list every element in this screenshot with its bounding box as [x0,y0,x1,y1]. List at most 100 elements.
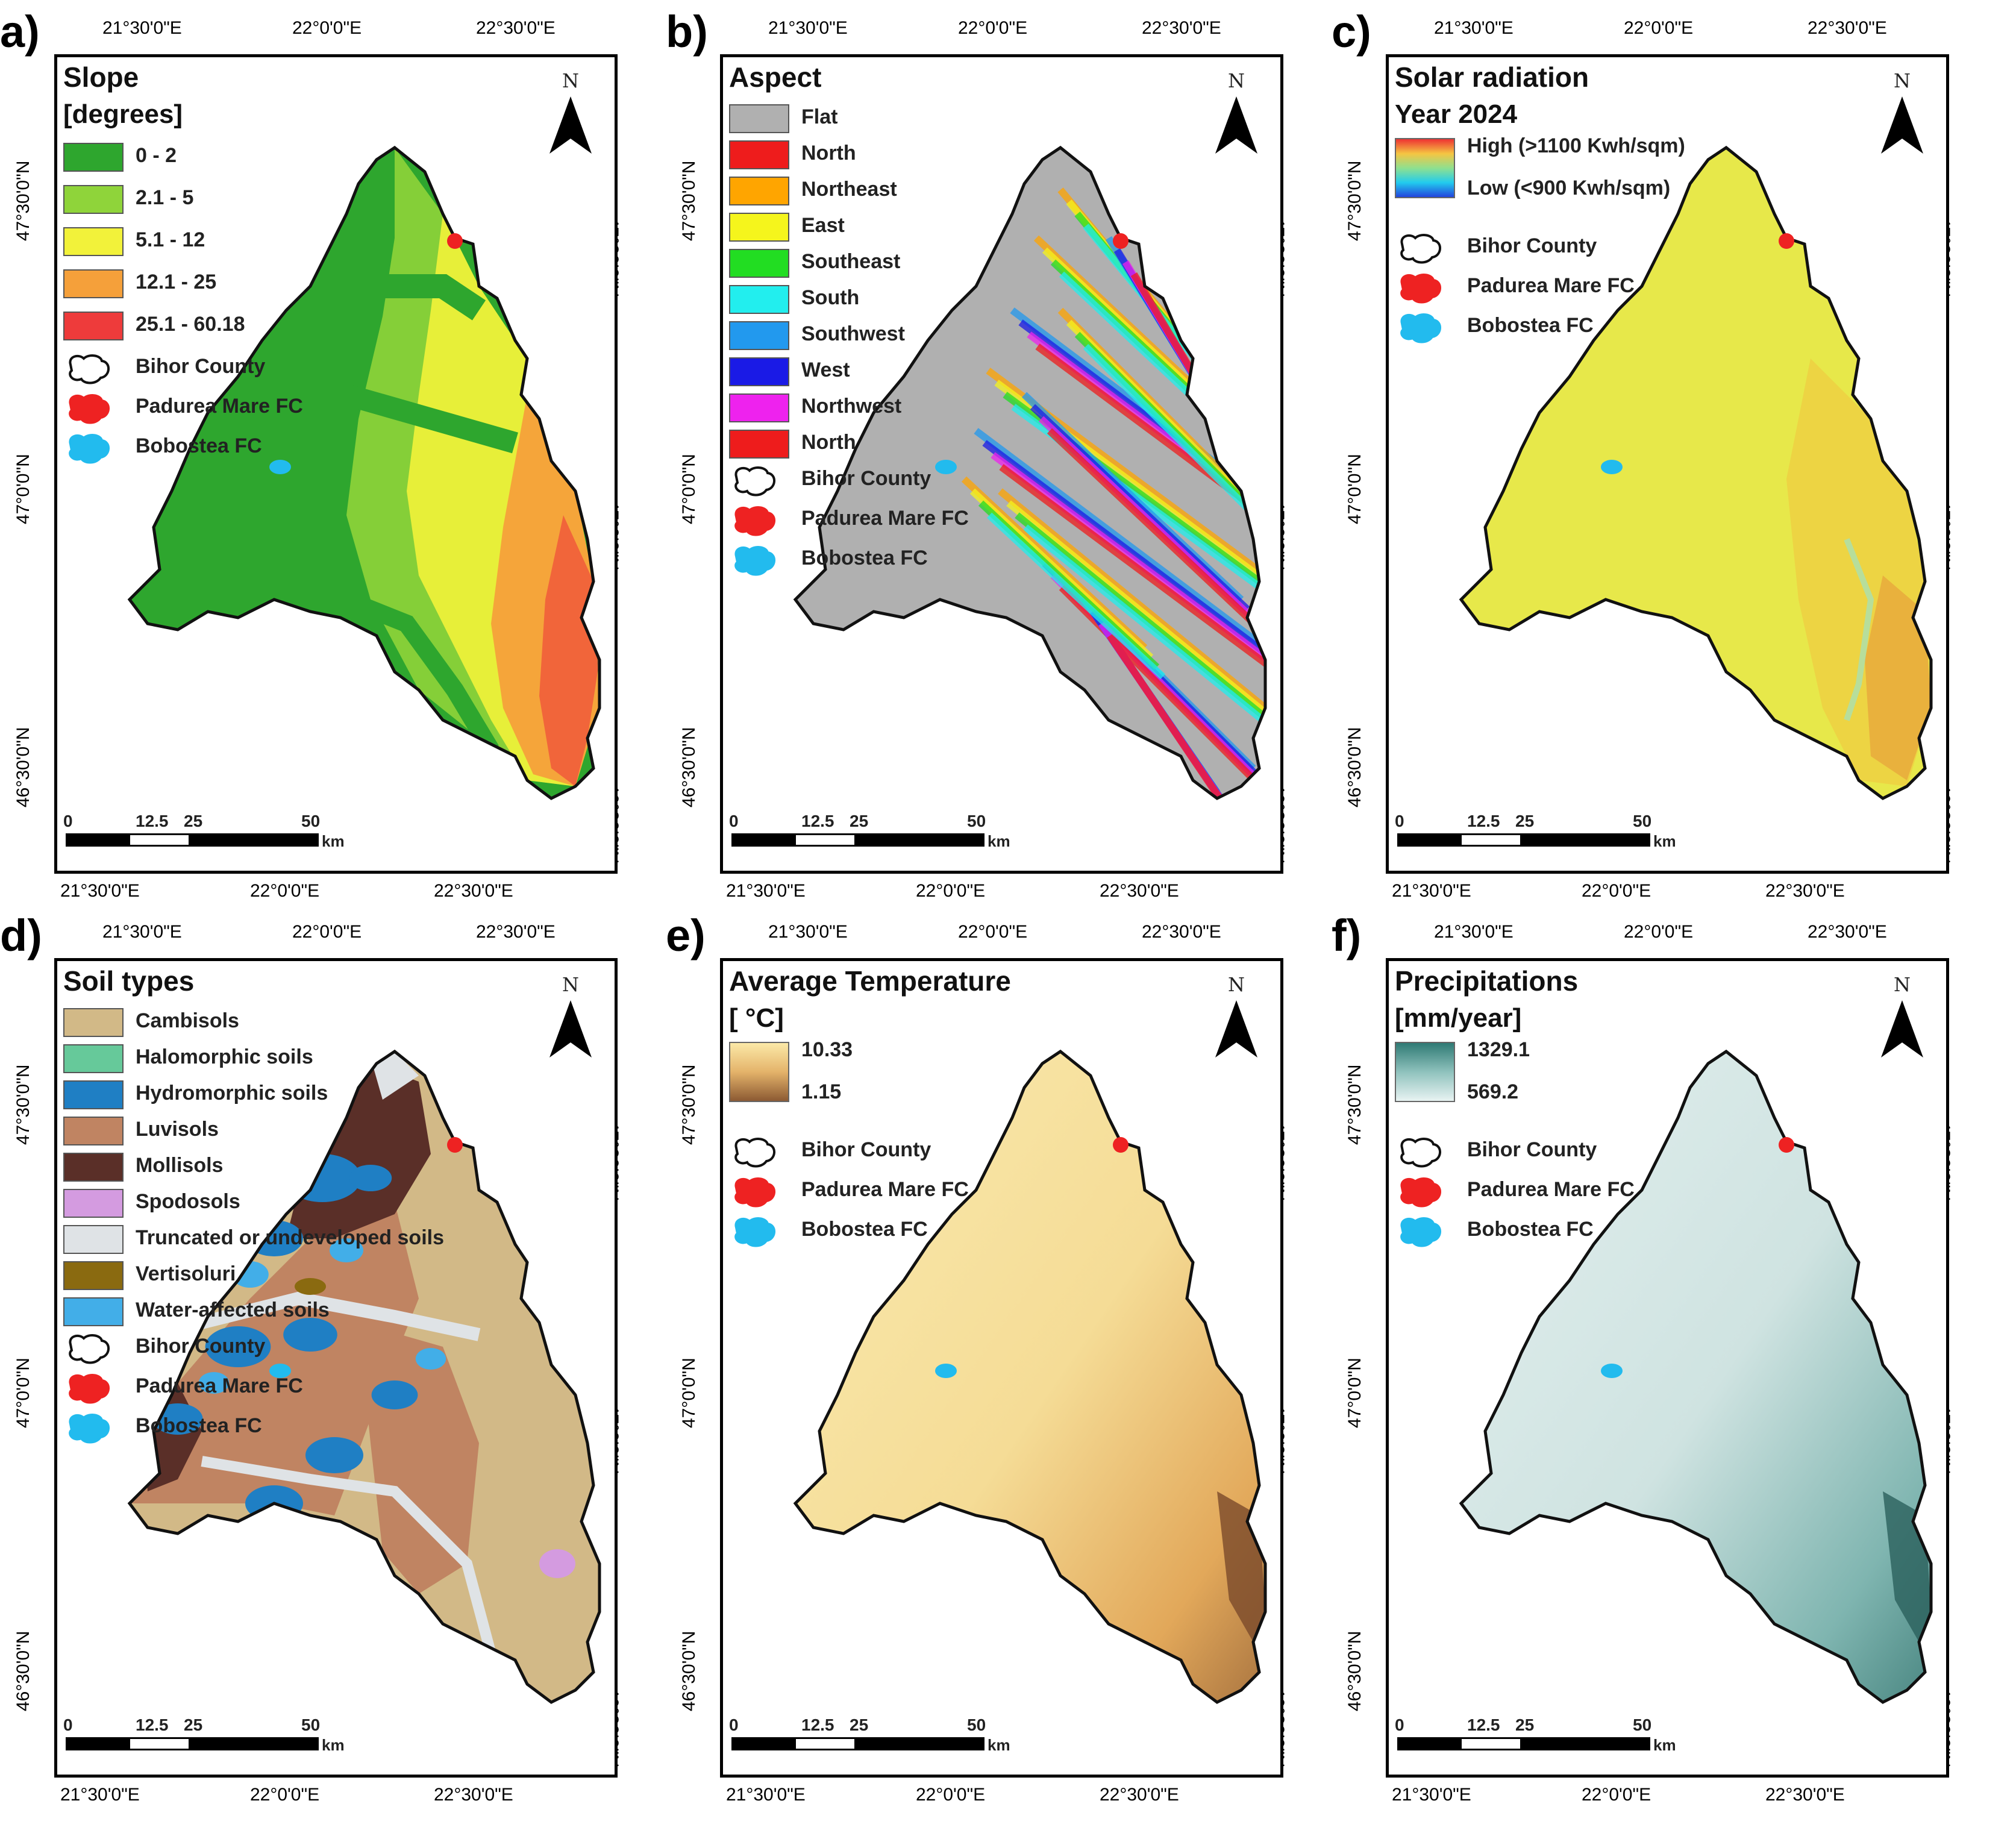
legend-label: Luvisols [136,1118,219,1141]
scale-label: 50 [967,812,986,830]
longitude-tick-bottom: 22°30'0"E [1100,881,1179,901]
longitude-tick-bottom: 21°30'0"E [60,881,140,901]
legend-label: Padurea Mare FC [136,1374,303,1397]
map-panel-precipitation: f) 21°30'0"E 21°30'0"E 22°0'0"E 22°0'0"E 22°3… [1332,904,1953,1805]
legend-label: Bihor County [801,1138,931,1161]
padurea-legend-icon [1397,1176,1445,1212]
map-subtitle: [mm/year] [1395,1003,1522,1033]
scale-label: 25 [1515,1716,1535,1734]
scale-label: 12.5 [136,1716,169,1734]
legend-label: Bobostea FC [801,1218,928,1241]
legend-label: Spodosols [136,1190,240,1213]
scale-segment [1520,1737,1650,1750]
north-label: N [1894,973,1911,996]
gradient-high-label: 10.33 [801,1038,853,1061]
bobostea-fc-marker [935,1364,957,1378]
legend-label: West [801,359,850,381]
latitude-tick-left: 46°30'0"N [1345,1631,1365,1711]
padurea-legend-icon [66,392,114,429]
legend-swatch [729,140,789,169]
padurea-mare-fc-marker [1113,1137,1129,1153]
longitude-tick-bottom: 22°30'0"E [434,1785,513,1805]
legend-label: Flat [801,105,838,128]
legend-label: Padurea Mare FC [1467,1178,1635,1201]
panel-letter: b) [666,7,708,57]
bobostea-legend-icon [66,1412,114,1449]
legend-label: Bobostea FC [801,547,928,569]
map-frame: Slope [degrees] 0 - 2 2.1 - 5 5.1 - 12 12.1 -… [54,54,618,874]
map-title: Aspect [729,61,822,93]
scale-segment [854,833,985,847]
longitude-tick-top: 22°30'0"E [476,18,556,38]
longitude-tick-top: 22°30'0"E [1808,18,1887,38]
scale-label: 0 [729,812,739,830]
legend-swatch [63,1189,124,1218]
padurea-mare-fc-marker [1779,233,1794,249]
scale-label: 12.5 [1467,812,1500,830]
scale-label: 25 [184,812,203,830]
scale-label: 50 [967,1716,986,1734]
map-raster [127,145,601,800]
scale-segment [128,833,191,847]
scale-label: 0 [63,812,73,830]
map-raster [1459,1049,1933,1704]
north-arrow-icon: N [1209,69,1263,160]
scale-unit: km [322,1736,345,1754]
gradient-low-label: 569.2 [1467,1080,1519,1103]
legend-label: Cambisols [136,1009,239,1032]
map-raster [793,145,1267,800]
map-legend: High (>1100 Kwh/sqm) Low (<900 Kwh/sqm) Bi… [1395,134,1685,348]
bobostea-legend-icon [66,432,114,469]
scale-segment [794,1737,857,1750]
legend-label: Bobostea FC [1467,1218,1594,1241]
county-legend-icon [1397,1136,1445,1173]
scale-label: 25 [184,1716,203,1734]
map-raster [127,1049,601,1704]
map-frame: Precipitations [mm/year] 1329.1 569.2 Bihor … [1386,958,1949,1778]
scale-label: 50 [301,812,321,830]
legend-swatch [729,104,789,133]
gradient-high-label: 1329.1 [1467,1038,1530,1061]
legend-item: Bihor County [1395,228,1597,269]
county-legend-icon [1397,232,1445,269]
longitude-tick-top: 22°30'0"E [1808,922,1887,942]
north-label: N [1228,69,1245,92]
legend-swatch [63,1153,124,1182]
gradient-bar [1395,1042,1455,1102]
longitude-tick-top: 22°30'0"E [1142,922,1221,942]
longitude-tick-bottom: 21°30'0"E [1392,881,1471,901]
scale-bar: 0 12.5 25 50 km [729,812,1015,854]
legend-swatch [729,249,789,278]
legend-label: Padurea Mare FC [801,1178,969,1201]
gradient-low-label: 1.15 [801,1080,842,1103]
legend-swatch [63,1117,124,1145]
map-panel-aspect: b) 21°30'0"E 21°30'0"E 22°0'0"E 22°0'0"E 22°3… [666,0,1288,901]
latitude-tick-left: 47°30'0"N [1345,160,1365,241]
latitude-tick-left: 46°30'0"N [679,1631,699,1711]
scale-segment [66,833,131,847]
county-legend-icon [731,465,780,501]
bobostea-fc-marker [269,1364,291,1378]
bobostea-legend-icon [731,1215,780,1252]
longitude-tick-top: 21°30'0"E [768,922,848,942]
scale-bar: 0 12.5 25 50 km [1395,812,1680,854]
map-panel-temperature: e) 21°30'0"E 21°30'0"E 22°0'0"E 22°0'0"E 22°3… [666,904,1288,1805]
north-label: N [562,973,579,996]
scale-label: 50 [301,1716,321,1734]
bobostea-fc-marker [1601,460,1623,474]
longitude-tick-bottom: 22°0'0"E [250,881,320,901]
legend-label: Bobostea FC [136,434,262,457]
panel-letter: f) [1332,910,1362,960]
padurea-legend-icon [731,504,780,541]
scale-segment [128,1737,191,1750]
longitude-tick-bottom: 21°30'0"E [60,1785,140,1805]
padurea-legend-icon [731,1176,780,1212]
bobostea-fc-marker [269,460,291,474]
north-arrow-icon: N [1875,69,1929,160]
scale-segment [854,1737,985,1750]
north-arrow-icon: N [543,973,598,1064]
legend-label: Northwest [801,395,902,418]
legend-label: Mollisols [136,1154,224,1177]
scale-label: 0 [1395,812,1404,830]
scale-bar: 0 12.5 25 50 km [729,1716,1015,1758]
